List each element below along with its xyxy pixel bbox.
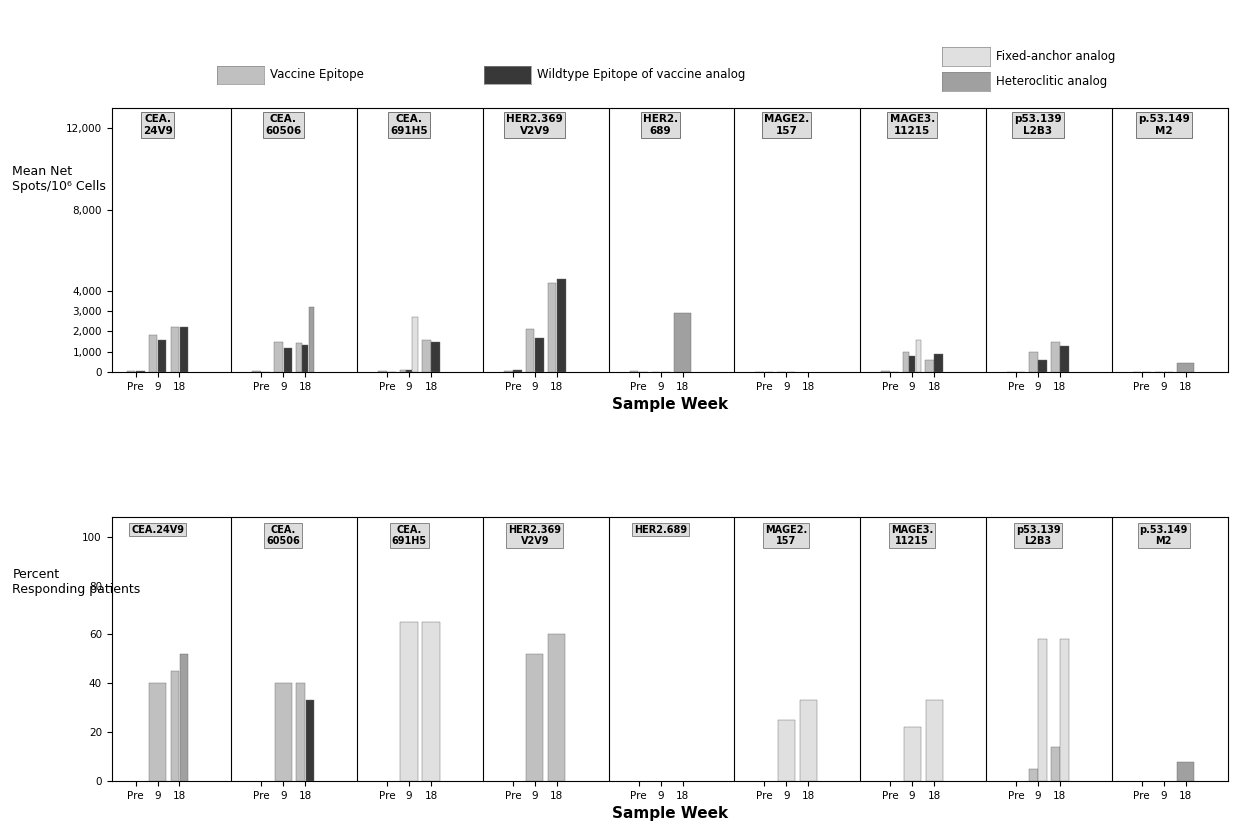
- Bar: [303, 345, 308, 372]
- Text: CEA.
24V9: CEA. 24V9: [143, 114, 172, 135]
- Bar: [423, 622, 440, 781]
- Bar: [1177, 761, 1194, 781]
- Text: MAGE3.
11215: MAGE3. 11215: [889, 114, 935, 135]
- Text: MAGE2.
157: MAGE2. 157: [765, 524, 807, 546]
- Bar: [274, 342, 283, 372]
- Bar: [915, 340, 921, 372]
- Text: MAGE2.
157: MAGE2. 157: [764, 114, 808, 135]
- Text: HER2.369
V2V9: HER2.369 V2V9: [508, 524, 562, 546]
- Bar: [1060, 346, 1069, 372]
- Bar: [407, 371, 412, 372]
- Bar: [903, 352, 909, 372]
- Text: CEA.
691H5: CEA. 691H5: [391, 114, 428, 135]
- Bar: [180, 327, 188, 372]
- Bar: [536, 338, 544, 372]
- Text: Heteroclitic analog: Heteroclitic analog: [996, 75, 1107, 88]
- Bar: [1060, 639, 1069, 781]
- Bar: [513, 370, 522, 372]
- Text: Mean Net
Spots/10⁶ Cells: Mean Net Spots/10⁶ Cells: [12, 165, 107, 193]
- Bar: [1029, 769, 1038, 781]
- Bar: [401, 370, 405, 372]
- Text: Percent
Responding patients: Percent Responding patients: [12, 568, 140, 596]
- Bar: [149, 336, 157, 372]
- Bar: [925, 360, 934, 372]
- Bar: [171, 327, 179, 372]
- Bar: [296, 683, 305, 781]
- X-axis label: Sample Week: Sample Week: [611, 806, 728, 821]
- Bar: [171, 671, 179, 781]
- Bar: [309, 307, 314, 372]
- Bar: [557, 278, 565, 372]
- Bar: [548, 635, 565, 781]
- Bar: [296, 342, 301, 372]
- Bar: [904, 727, 921, 781]
- Bar: [1038, 360, 1047, 372]
- Text: HER2.689: HER2.689: [634, 524, 687, 534]
- Bar: [422, 340, 430, 372]
- Bar: [1038, 639, 1047, 781]
- Text: Fixed-anchor analog: Fixed-anchor analog: [996, 50, 1115, 63]
- Text: p.53.149
M2: p.53.149 M2: [1138, 114, 1189, 135]
- Bar: [800, 701, 817, 781]
- Text: CEA.
60506: CEA. 60506: [265, 114, 301, 135]
- Bar: [284, 347, 293, 372]
- Text: HER2.
689: HER2. 689: [644, 114, 678, 135]
- Text: Vaccine Epitope: Vaccine Epitope: [270, 68, 365, 81]
- Text: p.53.149
M2: p.53.149 M2: [1140, 524, 1188, 546]
- Text: CEA.
60506: CEA. 60506: [267, 524, 300, 546]
- Bar: [275, 683, 291, 781]
- Bar: [1177, 363, 1194, 372]
- Bar: [675, 313, 691, 372]
- Bar: [1052, 342, 1059, 372]
- Bar: [413, 317, 418, 372]
- Bar: [777, 720, 795, 781]
- X-axis label: Sample Week: Sample Week: [611, 397, 728, 412]
- Bar: [1029, 352, 1038, 372]
- Bar: [909, 356, 915, 372]
- Bar: [526, 329, 534, 372]
- Bar: [157, 340, 166, 372]
- Bar: [925, 701, 942, 781]
- Text: MAGE3.
11215: MAGE3. 11215: [892, 524, 934, 546]
- Bar: [935, 354, 944, 372]
- Bar: [126, 371, 135, 372]
- Text: p53.139
L2B3: p53.139 L2B3: [1014, 114, 1061, 135]
- Bar: [432, 342, 440, 372]
- Text: p53.139
L2B3: p53.139 L2B3: [1016, 524, 1060, 546]
- Bar: [503, 371, 512, 372]
- Text: CEA.24V9: CEA.24V9: [131, 524, 184, 534]
- Text: Wildtype Epitope of vaccine analog: Wildtype Epitope of vaccine analog: [537, 68, 745, 81]
- Bar: [180, 654, 188, 781]
- Text: CEA.
691H5: CEA. 691H5: [392, 524, 427, 546]
- Bar: [1052, 747, 1059, 781]
- Bar: [305, 701, 314, 781]
- Bar: [548, 283, 557, 372]
- Text: HER2.369
V2V9: HER2.369 V2V9: [506, 114, 563, 135]
- Bar: [149, 683, 166, 781]
- Bar: [526, 654, 543, 781]
- Bar: [401, 622, 418, 781]
